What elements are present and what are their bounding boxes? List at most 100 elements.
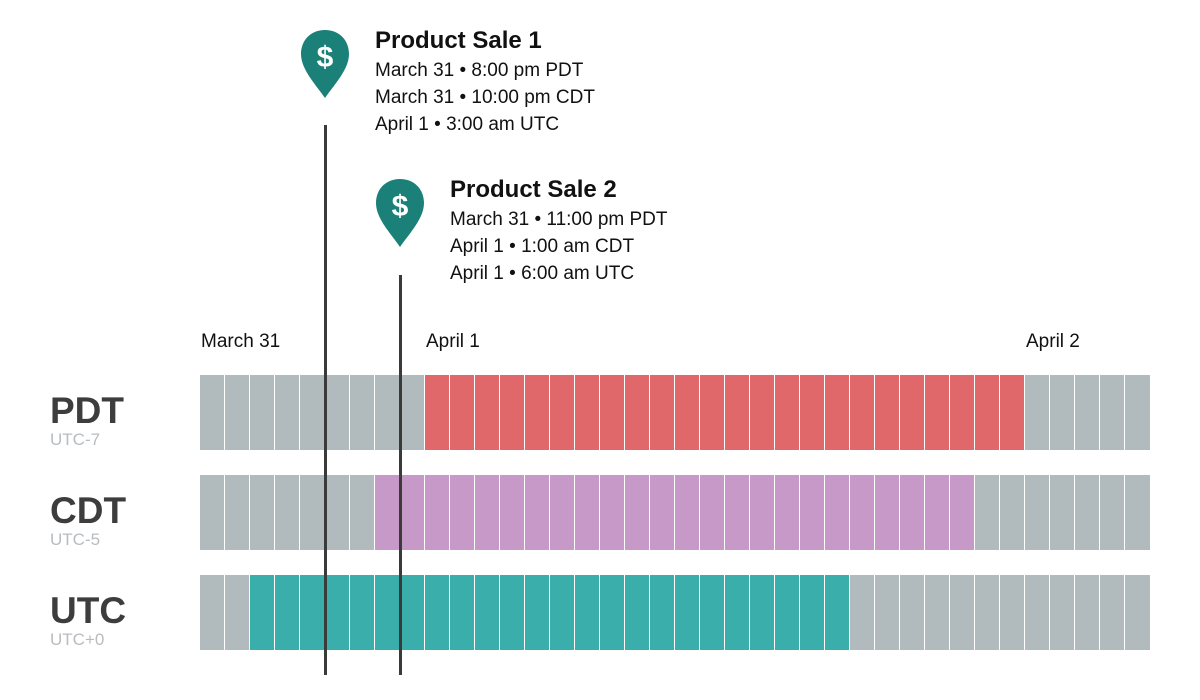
event-time-line: March 31 • 10:00 pm CDT bbox=[375, 87, 595, 108]
hour-cell bbox=[500, 375, 524, 450]
dollar-map-pin-icon: $ bbox=[376, 179, 424, 247]
hour-cell bbox=[700, 375, 724, 450]
timezone-name: CDT bbox=[50, 490, 127, 531]
event-time-line: April 1 • 3:00 am UTC bbox=[375, 114, 560, 135]
date-label-april-1: April 1 bbox=[426, 331, 480, 352]
hour-cell bbox=[475, 575, 499, 650]
hour-cell bbox=[1075, 575, 1099, 650]
event-title: Product Sale 1 bbox=[375, 27, 542, 54]
hour-cell bbox=[275, 375, 299, 450]
date-label-march-31: March 31 bbox=[201, 331, 281, 352]
hour-cell bbox=[300, 475, 324, 550]
hour-cell bbox=[600, 475, 624, 550]
hour-cell bbox=[1075, 375, 1099, 450]
hour-cell bbox=[200, 375, 224, 450]
timeline-row-cdt bbox=[200, 475, 1150, 550]
event-marker-line-sale-1 bbox=[324, 125, 327, 675]
hour-cell bbox=[750, 575, 774, 650]
hour-cell bbox=[600, 575, 624, 650]
hour-cell bbox=[575, 475, 599, 550]
event-marker-line-sale-2 bbox=[399, 275, 402, 675]
hour-cell bbox=[675, 575, 699, 650]
hour-cell bbox=[550, 475, 574, 550]
hour-cell bbox=[225, 375, 249, 450]
hour-cell bbox=[875, 375, 899, 450]
hour-cell bbox=[725, 475, 749, 550]
hour-cell bbox=[200, 575, 224, 650]
hour-cell bbox=[800, 475, 824, 550]
hour-cell bbox=[1075, 475, 1099, 550]
hour-cell bbox=[950, 575, 974, 650]
hour-cell bbox=[275, 475, 299, 550]
hour-cell bbox=[675, 375, 699, 450]
hour-cell bbox=[325, 575, 349, 650]
hour-cell bbox=[625, 575, 649, 650]
hour-cell bbox=[1125, 375, 1150, 450]
hour-cell bbox=[675, 475, 699, 550]
hour-cell bbox=[700, 575, 724, 650]
hour-cell bbox=[500, 575, 524, 650]
hour-cell bbox=[700, 475, 724, 550]
hour-cell bbox=[925, 375, 949, 450]
hour-cell bbox=[250, 475, 274, 550]
hour-cell bbox=[725, 575, 749, 650]
hour-cell bbox=[425, 375, 449, 450]
hour-cell bbox=[1050, 475, 1074, 550]
hour-cell bbox=[925, 475, 949, 550]
svg-text:$: $ bbox=[317, 41, 334, 74]
hour-cell bbox=[425, 475, 449, 550]
hour-cell bbox=[925, 575, 949, 650]
hour-cell bbox=[975, 475, 999, 550]
hour-cell bbox=[250, 575, 274, 650]
hour-cell bbox=[200, 475, 224, 550]
hour-cell bbox=[650, 575, 674, 650]
timeline-row-pdt bbox=[200, 375, 1150, 450]
hour-cell bbox=[1025, 575, 1049, 650]
hour-cell bbox=[850, 575, 874, 650]
hour-cell bbox=[525, 475, 549, 550]
hour-cell bbox=[1125, 475, 1150, 550]
hour-cell bbox=[450, 475, 474, 550]
hour-cell bbox=[950, 375, 974, 450]
hour-cell bbox=[475, 475, 499, 550]
hour-cell bbox=[800, 375, 824, 450]
hour-cell bbox=[800, 575, 824, 650]
hour-cell bbox=[525, 575, 549, 650]
hour-cell bbox=[975, 575, 999, 650]
hour-cell bbox=[1000, 475, 1024, 550]
hour-cell bbox=[325, 475, 349, 550]
hour-cell bbox=[475, 375, 499, 450]
hour-cell bbox=[350, 375, 374, 450]
row-label-utc: UTC UTC+0 bbox=[50, 592, 126, 650]
hour-cell bbox=[1000, 575, 1024, 650]
hour-cell bbox=[650, 475, 674, 550]
timezone-name: PDT bbox=[50, 390, 124, 431]
hour-cell bbox=[500, 475, 524, 550]
hour-cell bbox=[1100, 575, 1124, 650]
hour-cell bbox=[450, 575, 474, 650]
hour-cell bbox=[650, 375, 674, 450]
hour-cell bbox=[625, 475, 649, 550]
hour-cell bbox=[375, 475, 399, 550]
hour-cell bbox=[300, 375, 324, 450]
hour-cell bbox=[625, 375, 649, 450]
row-label-cdt: CDT UTC-5 bbox=[50, 492, 126, 550]
hour-cell bbox=[250, 375, 274, 450]
hour-cell bbox=[1100, 375, 1124, 450]
hour-cell bbox=[375, 575, 399, 650]
hour-cell bbox=[750, 375, 774, 450]
hour-cell bbox=[1025, 375, 1049, 450]
timezone-name: UTC bbox=[50, 590, 127, 631]
hour-cell bbox=[1100, 475, 1124, 550]
hour-cell bbox=[575, 575, 599, 650]
hour-cell bbox=[775, 375, 799, 450]
event-time-line: April 1 • 1:00 am CDT bbox=[450, 236, 635, 257]
hour-cell bbox=[900, 375, 924, 450]
hour-cell bbox=[400, 375, 424, 450]
hour-cell bbox=[525, 375, 549, 450]
hour-cell bbox=[350, 475, 374, 550]
hour-cell bbox=[425, 575, 449, 650]
hour-cell bbox=[450, 375, 474, 450]
timezone-offset: UTC-5 bbox=[50, 530, 101, 549]
hour-cell bbox=[350, 575, 374, 650]
